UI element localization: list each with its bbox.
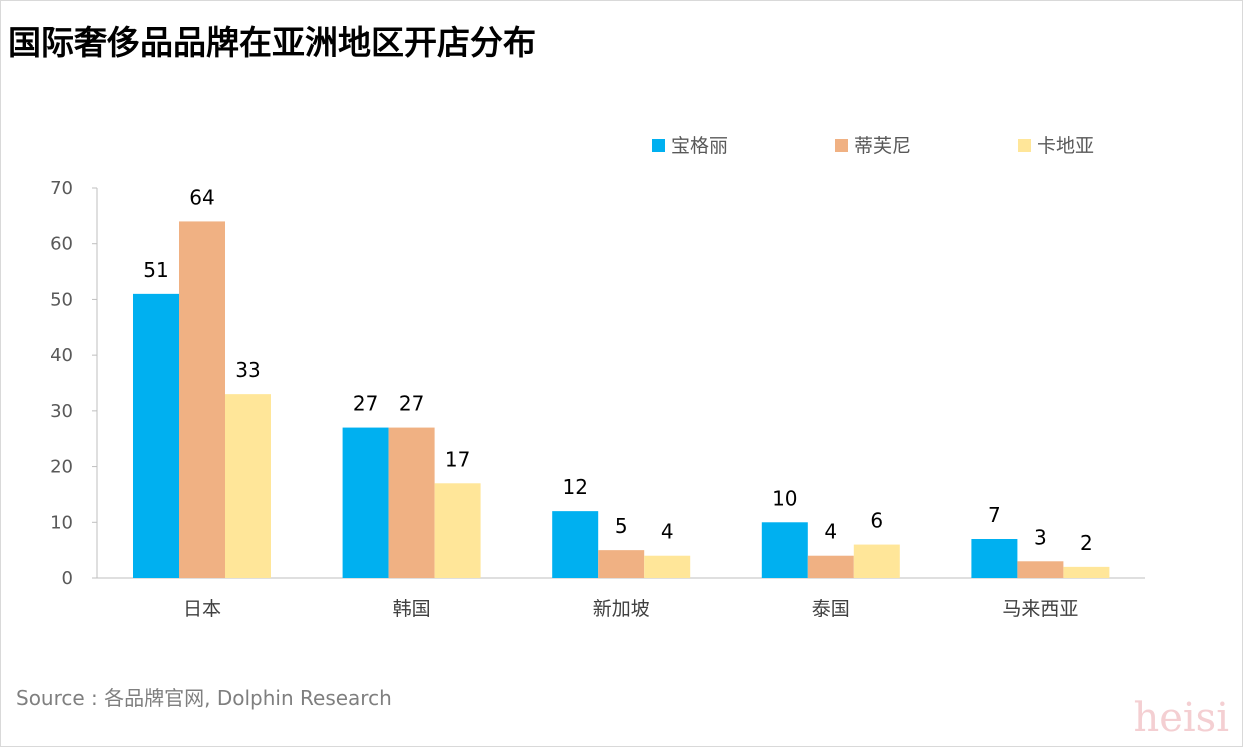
bar: [807, 555, 854, 578]
bar: [388, 427, 435, 578]
data-label: 2: [1080, 531, 1093, 555]
bar: [853, 544, 900, 578]
data-label: 17: [445, 447, 470, 471]
data-label: 4: [661, 520, 674, 544]
data-label: 51: [143, 258, 168, 282]
source-note: Source : 各品牌官网, Dolphin Research: [16, 686, 392, 710]
data-label: 5: [615, 514, 628, 538]
chart-title: 国际奢侈品品牌在亚洲地区开店分布: [8, 23, 536, 62]
bar: [761, 522, 808, 578]
bar: [644, 555, 691, 578]
x-tick-label: 韩国: [393, 598, 431, 620]
bar: [225, 394, 271, 578]
data-labels: 51 64 33 27 27 17 12 5 4 10 4 6 7 3 2: [143, 185, 1092, 554]
legend-label: 卡地亚: [1037, 135, 1094, 157]
data-label: 6: [870, 509, 883, 533]
legend-swatch: [1018, 139, 1031, 152]
bar: [342, 427, 389, 578]
y-tick-label: 50: [50, 289, 73, 310]
data-label: 27: [353, 392, 378, 416]
y-tick-label: 30: [50, 401, 73, 422]
bar: [1063, 566, 1110, 578]
data-label: 10: [772, 486, 797, 510]
legend-label: 宝格丽: [671, 135, 728, 157]
data-label: 7: [988, 503, 1001, 527]
y-tick-label: 40: [50, 345, 73, 366]
legend: 宝格丽 蒂芙尼 卡地亚: [652, 135, 1094, 157]
data-label: 4: [824, 520, 837, 544]
y-tick-label: 10: [50, 512, 73, 533]
bar: [434, 483, 481, 578]
y-tick-label: 70: [50, 178, 73, 199]
data-label: 64: [189, 185, 214, 209]
bar: [1017, 561, 1064, 578]
bar: [133, 293, 179, 578]
bar: [179, 221, 225, 578]
legend-swatch: [652, 139, 665, 152]
x-tick-label: 泰国: [812, 598, 850, 620]
data-label: 27: [399, 392, 424, 416]
bar: [971, 539, 1018, 578]
y-tick-label: 0: [62, 568, 73, 589]
legend-swatch: [835, 139, 848, 152]
axes: 0 10 20 30 40 50 60 70 日本 韩国 新加坡 泰国 马来西亚: [50, 178, 1145, 620]
x-tick-label: 马来西亚: [1002, 598, 1078, 620]
legend-label: 蒂芙尼: [854, 135, 911, 157]
bar: [598, 550, 645, 578]
watermark: heisi: [1133, 695, 1229, 741]
data-label: 3: [1034, 525, 1047, 549]
data-label: 33: [235, 358, 260, 382]
y-tick-label: 20: [50, 457, 73, 478]
x-tick-label: 新加坡: [593, 598, 650, 620]
bar: [552, 511, 599, 578]
y-tick-label: 60: [50, 234, 73, 255]
bars: [133, 221, 1110, 578]
x-tick-label: 日本: [183, 598, 221, 620]
data-label: 12: [562, 475, 587, 499]
